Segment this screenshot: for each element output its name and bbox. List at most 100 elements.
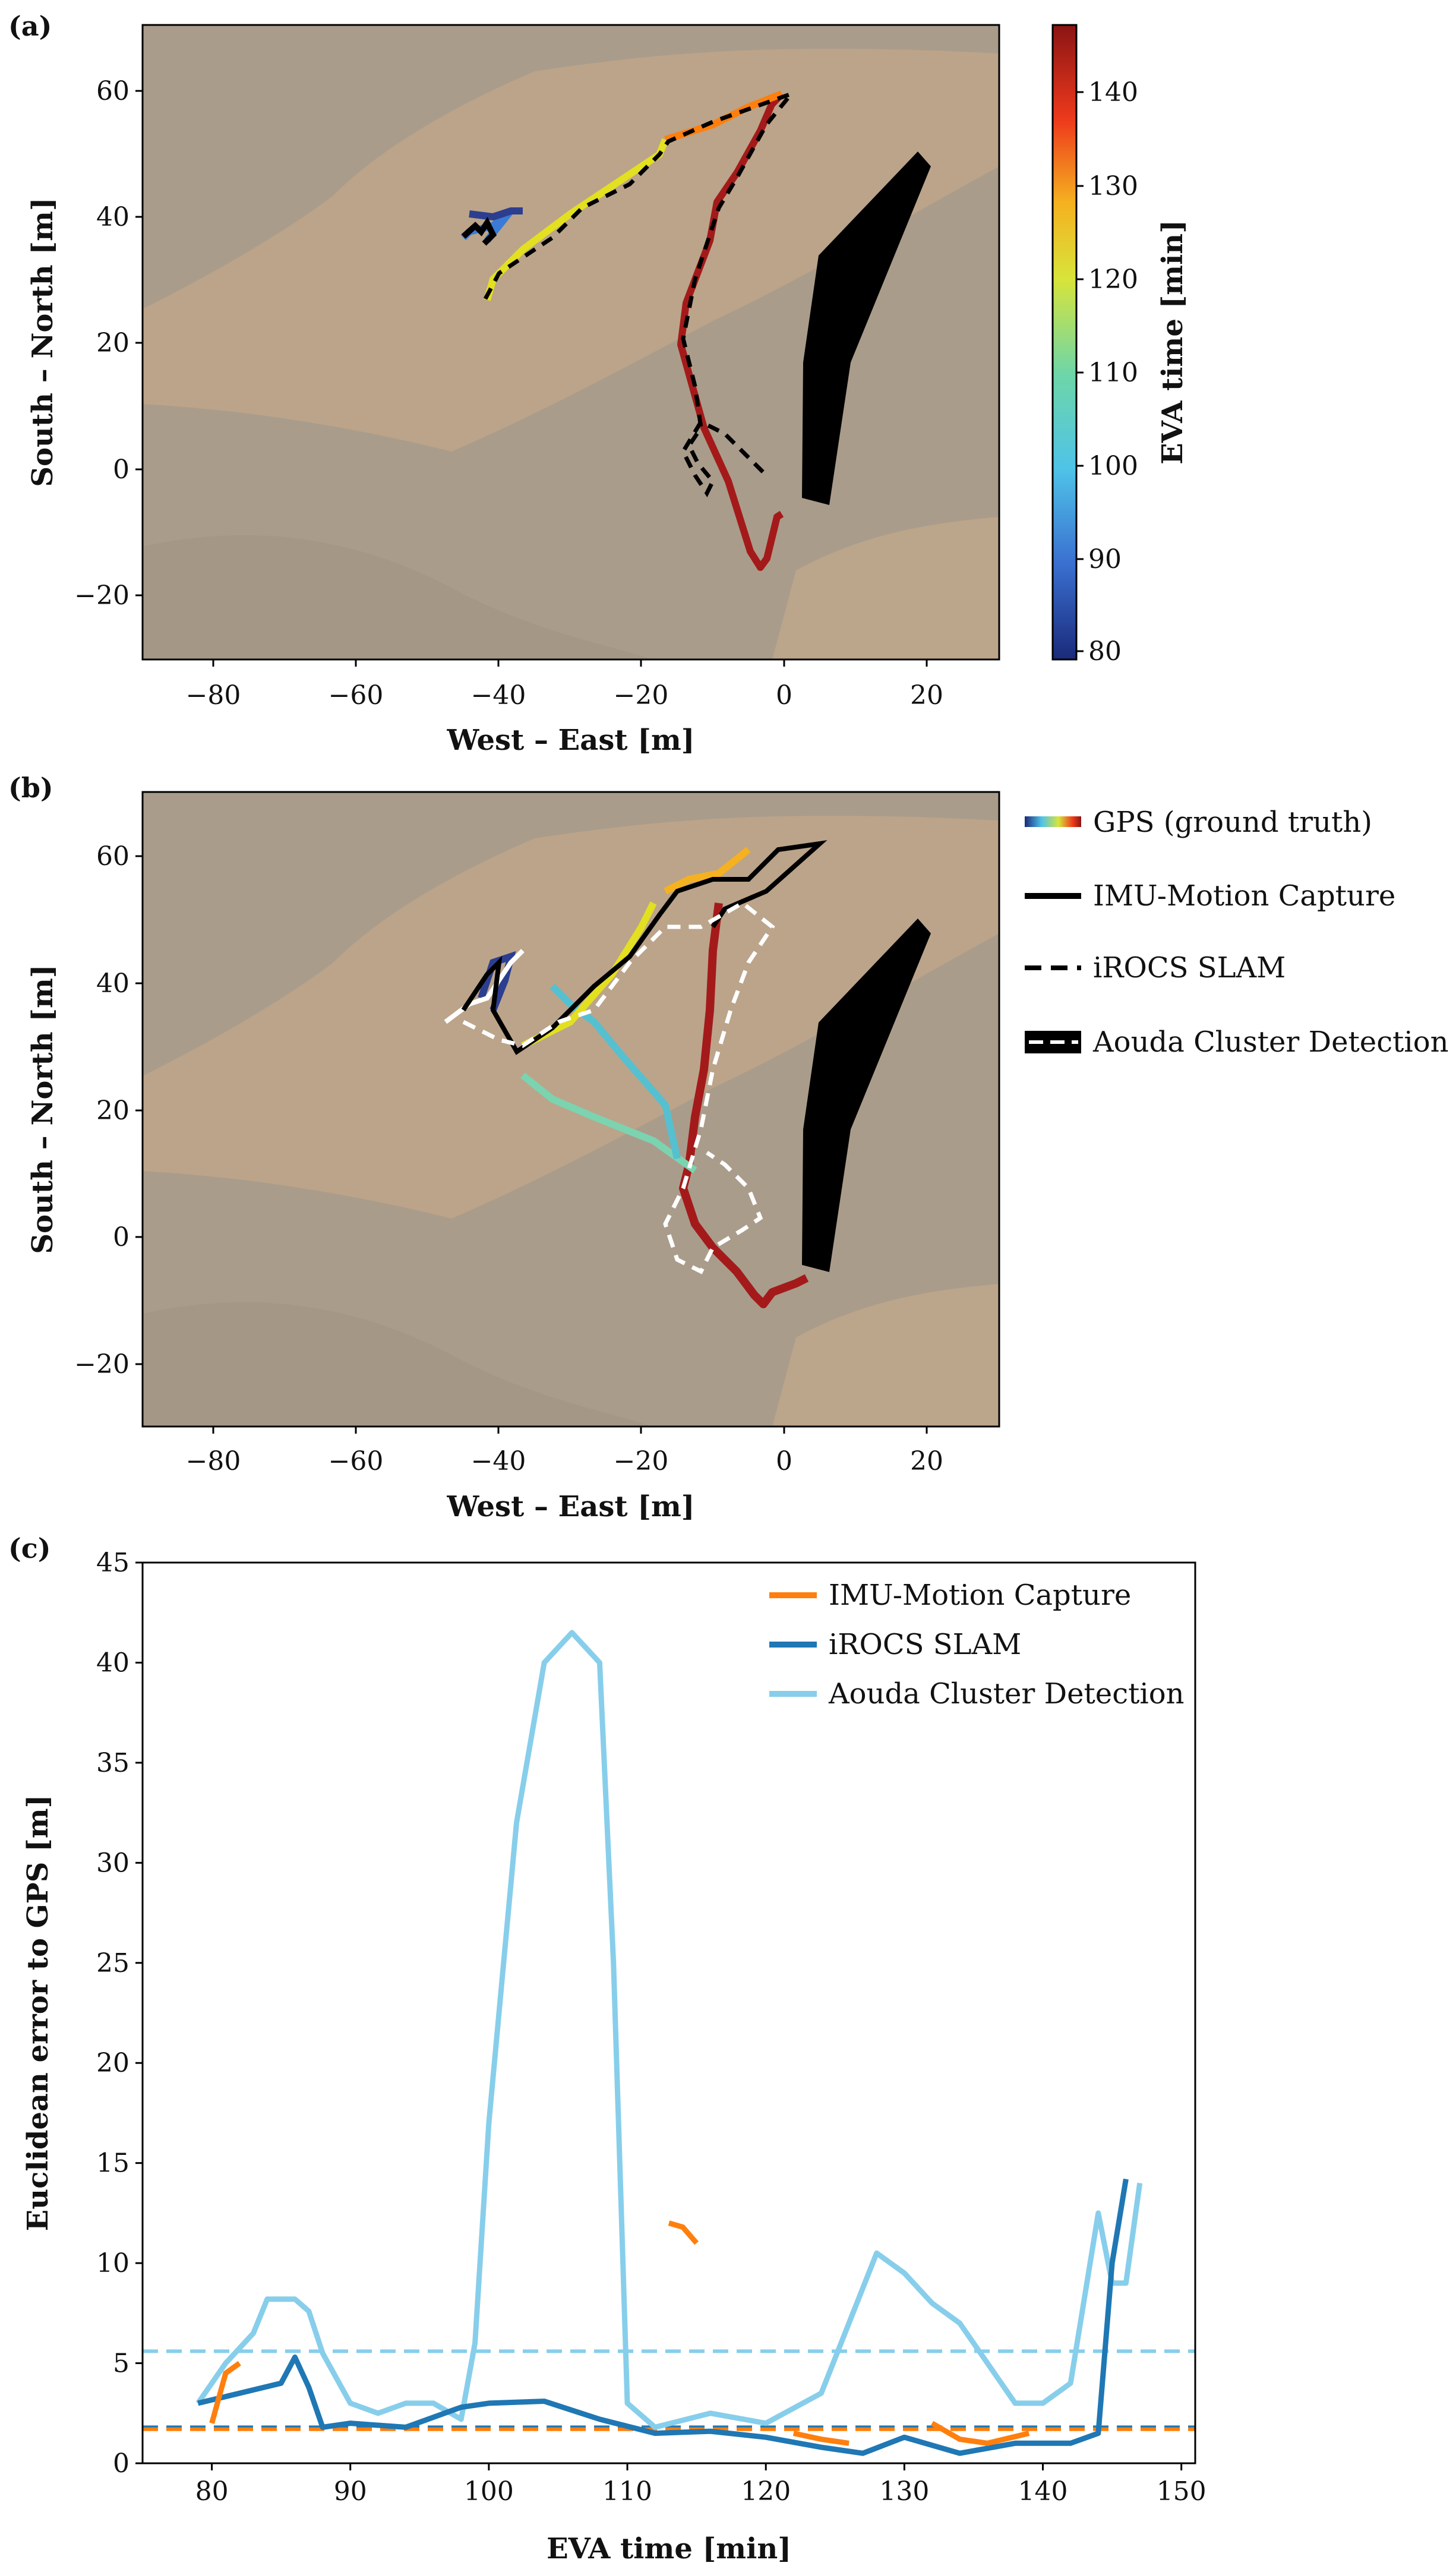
ytick-label: 40	[96, 202, 130, 232]
ytick-label: 20	[96, 2048, 130, 2078]
ytick-label: 45	[96, 1548, 130, 1578]
xtick-label: −20	[614, 1446, 669, 1476]
panel-b-ylabel: South – North [m]	[26, 964, 59, 1254]
gps-track-late	[679, 902, 809, 1308]
xtick-label: 100	[464, 2476, 514, 2507]
xtick-label: −80	[186, 1446, 241, 1476]
panel-b-legend: GPS (ground truth) IMU-Motion Capture iR…	[1025, 806, 1449, 1059]
panel-a-yticks: 60 40 20 0 −20	[74, 76, 143, 611]
series-line-imu	[209, 2360, 241, 2424]
panel-b-yticks: 60 40 20 0 −20	[74, 841, 143, 1380]
legend-label-slam: iROCS SLAM	[829, 1628, 1021, 1661]
ytick-label: 40	[96, 1648, 130, 1678]
ytick-label: 0	[113, 1222, 130, 1252]
legend-label-imu: IMU-Motion Capture	[829, 1579, 1131, 1612]
panel-c: (c) 80 90 100 110 120 130 140 150 4540353025201…	[8, 1532, 1207, 2565]
error-series	[195, 1630, 1143, 2456]
slam-track	[462, 900, 775, 1274]
panel-c-yticks: 45 40 35 30 25 20 15 10 5 0	[96, 1548, 143, 2479]
xtick-label: 120	[741, 2476, 791, 2507]
panel-c-plot-area	[143, 1563, 1195, 2463]
colorbar-label: EVA time [min]	[1156, 220, 1189, 465]
series-line-imu	[792, 2431, 849, 2446]
ytick-label: 0	[113, 455, 130, 485]
ytick-label: 20	[96, 1096, 130, 1126]
ytick-label: 15	[96, 2148, 130, 2179]
xtick-label: 150	[1157, 2476, 1207, 2507]
panel-a-xticks: −80 −60 −40 −20 0 20	[186, 659, 943, 711]
series-line-aouda	[195, 1630, 1143, 2430]
xtick-label: 80	[195, 2476, 229, 2507]
xtick-label: −60	[329, 1446, 384, 1476]
panel-c-legend: IMU-Motion Capture iROCS SLAM Aouda Clus…	[769, 1579, 1185, 1711]
ytick-label: −20	[74, 580, 130, 611]
panel-a: (a) −80 −60 −40 −20 0 20 60 40 2	[8, 10, 1189, 757]
colorbar-gradient	[1051, 24, 1078, 661]
panel-a-letter: (a)	[8, 10, 52, 42]
panel-c-frame	[141, 1561, 1196, 2464]
reference-lines	[143, 2349, 1195, 2431]
xtick-label: 0	[776, 680, 792, 711]
ytick-label: 0	[113, 2448, 130, 2479]
ytick-label: 60	[96, 76, 130, 106]
terrain-sand-band	[143, 48, 999, 452]
xtick-label: 110	[602, 2476, 652, 2507]
xtick-label: 90	[334, 2476, 367, 2507]
legend-label-imu: IMU-Motion Capture	[1093, 879, 1395, 913]
gps-track-orange	[664, 847, 751, 895]
aouda-white-trace	[444, 949, 525, 1024]
colorbar-tick: 120	[1088, 264, 1138, 295]
ytick-label: 25	[96, 1948, 130, 1978]
ytick-label: 5	[113, 2349, 130, 2379]
panel-a-xlabel: West – East [m]	[447, 724, 695, 757]
xtick-label: 20	[910, 680, 943, 711]
legend-label-gps: GPS (ground truth)	[1093, 806, 1372, 839]
colorbar-tick: 100	[1088, 451, 1138, 481]
ytick-label: 20	[96, 328, 130, 358]
xtick-label: 20	[910, 1446, 943, 1476]
xtick-label: −60	[329, 680, 384, 711]
panel-b: (b) −80 −60 −40 −20 0 20 60	[8, 772, 1449, 1523]
imu-track	[461, 840, 828, 1055]
gps-track-late	[677, 91, 785, 571]
series-line-slam	[197, 2178, 1129, 2456]
terrain-lower-sand	[772, 517, 999, 659]
colorbar-tick: 80	[1088, 636, 1122, 667]
panel-a-ylabel: South – North [m]	[26, 197, 59, 487]
colorbar-tick: 90	[1088, 544, 1122, 575]
legend-label-aouda: Aouda Cluster Detection	[1092, 1025, 1449, 1059]
gps-track-darkblue	[469, 207, 523, 221]
panel-b-xticks: −80 −60 −40 −20 0 20	[186, 1427, 943, 1476]
panel-b-frame	[141, 791, 1000, 1428]
legend-swatch-gps	[1025, 816, 1081, 827]
terrain-lower-sand	[772, 1284, 999, 1427]
series-line-imu	[930, 2420, 1030, 2446]
colorbar-tick: 130	[1088, 171, 1138, 201]
xtick-label: 140	[1018, 2476, 1068, 2507]
terrain-lower-shade	[143, 1302, 653, 1427]
panel-c-letter: (c)	[8, 1532, 51, 1564]
xtick-label: −20	[614, 680, 669, 711]
ytick-label: 60	[96, 841, 130, 872]
ytick-label: 10	[96, 2248, 130, 2278]
panel-b-xlabel: West – East [m]	[447, 1490, 695, 1523]
aouda-cluster-region	[802, 152, 931, 505]
xtick-label: −80	[186, 680, 241, 711]
panel-c-xticks: 80 90 100 110 120 130 140 150	[195, 2463, 1207, 2507]
xtick-label: 0	[776, 1446, 792, 1476]
ytick-label: 35	[96, 1748, 130, 1778]
gps-track-green	[520, 1072, 697, 1173]
ytick-label: 30	[96, 1848, 130, 1878]
ytick-label: −20	[74, 1349, 130, 1380]
series-line-imu	[668, 2220, 699, 2245]
slam-track-start	[461, 217, 497, 246]
panel-a-map	[143, 25, 999, 659]
ytick-label: 40	[96, 968, 130, 999]
aouda-cluster-region	[802, 919, 931, 1272]
terrain-lower-shade	[143, 535, 653, 659]
panel-b-letter: (b)	[8, 772, 53, 804]
colorbar-tick: 140	[1088, 77, 1138, 108]
gps-track-cyan	[549, 983, 681, 1160]
panel-b-map	[143, 792, 999, 1427]
